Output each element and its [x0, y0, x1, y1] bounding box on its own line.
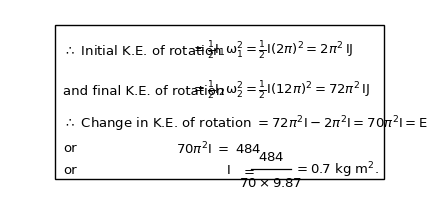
Text: $= \frac{1}{2}\mathrm{I_2\omega_2^2} = \frac{1}{2}\mathrm{I}(12\pi)^2 = 72\pi^2\: $= \frac{1}{2}\mathrm{I_2\omega_2^2} = \… [191, 80, 371, 102]
Text: $\mathrm{I}$: $\mathrm{I}$ [226, 164, 231, 177]
Text: $\therefore$ Initial K.E. of rotation: $\therefore$ Initial K.E. of rotation [63, 44, 222, 58]
Text: $= 0.7$ kg m$^2$.: $= 0.7$ kg m$^2$. [294, 161, 379, 180]
Text: or: or [63, 164, 77, 177]
FancyBboxPatch shape [55, 25, 383, 179]
Text: $70\pi^2\mathrm{I}\; =\; 484$: $70\pi^2\mathrm{I}\; =\; 484$ [176, 140, 262, 157]
Text: $484$: $484$ [258, 151, 284, 164]
Text: $=$: $=$ [241, 164, 255, 177]
Text: $\therefore$ Change in K.E. of rotation $= 72\pi^2\mathrm{I} - 2\pi^2\mathrm{I} : $\therefore$ Change in K.E. of rotation … [63, 114, 428, 134]
Text: $70\times9.87$: $70\times9.87$ [239, 177, 302, 190]
Text: or: or [63, 142, 77, 155]
Text: and final K.E. of rotation: and final K.E. of rotation [63, 85, 225, 98]
Text: $= \frac{1}{2}\mathrm{I_1\omega_1^2} = \frac{1}{2}\mathrm{I}(2\pi)^2 = 2\pi^2\,\: $= \frac{1}{2}\mathrm{I_1\omega_1^2} = \… [191, 40, 354, 62]
